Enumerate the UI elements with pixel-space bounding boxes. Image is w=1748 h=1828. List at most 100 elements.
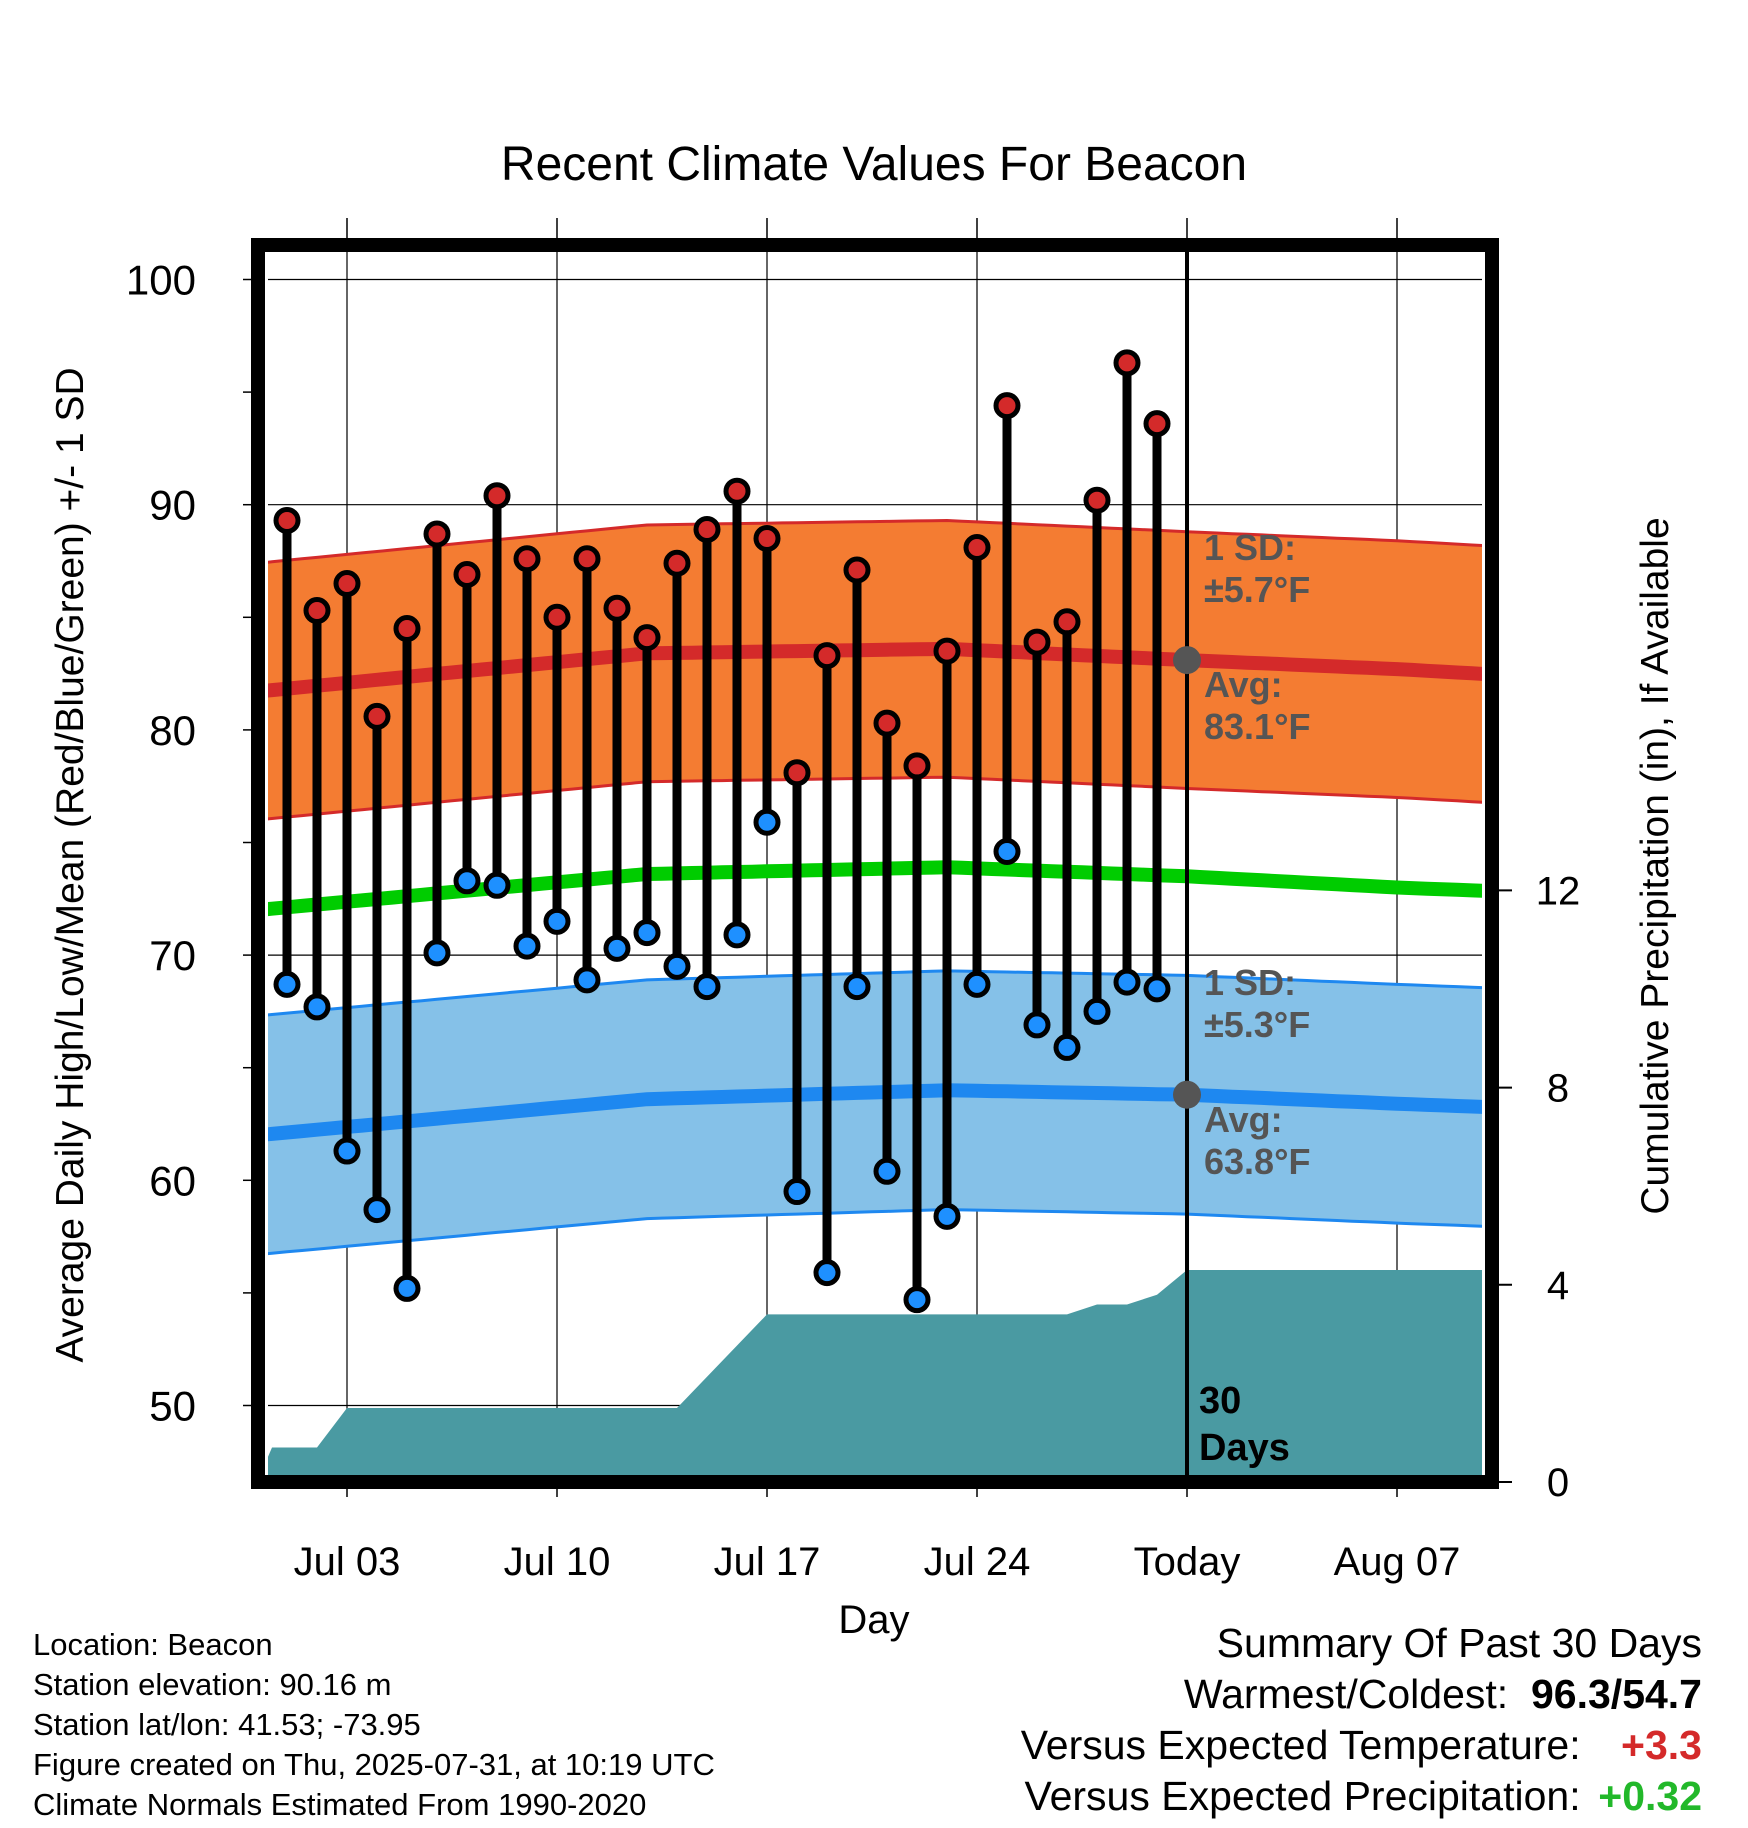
daily-low-point [963,970,991,998]
warm-cold-label: Warmest/Coldest: [1183,1671,1509,1717]
daily-high-point [1053,608,1081,636]
precip-value: +0.32 [1598,1773,1702,1819]
high-sd-value: ±5.7°F [1204,569,1310,610]
summary-panel: Summary Of Past 30 Days Warmest/Coldest:… [1021,1618,1702,1822]
x-tick-label: Jul 03 [294,1540,401,1584]
daily-low-point [693,973,721,1001]
precip-area [268,1270,1482,1482]
location-text: Location: Beacon [33,1627,273,1662]
days-count-label: 30 [1199,1380,1241,1422]
high-sd-upper-edge [268,518,1482,564]
daily-high-point [903,752,931,780]
low-sd-label: 1 SD: [1204,962,1296,1003]
chart-title: Recent Climate Values For Beacon [501,138,1247,191]
daily-high-point [1023,628,1051,656]
daily-low-point [933,1202,961,1230]
plot-area: 50 60 70 80 90 100 0 4 8 12 Jul 03 Jul 10 Jul 17 Jul … [126,218,1580,1584]
temp-value: +3.3 [1621,1722,1702,1768]
high-avg-value: 83.1°F [1204,706,1310,747]
daily-low-point [723,921,751,949]
daily-low-point [1113,968,1141,996]
latlon-text: Station lat/lon: 41.53; -73.95 [33,1707,421,1742]
daily-low-point [573,966,601,994]
x-tick-label: Jul 24 [924,1540,1031,1584]
x-tick-label: Aug 07 [1334,1540,1461,1584]
daily-high-point [513,545,541,573]
daily-low-point [1023,1011,1051,1039]
temp-row: Versus Expected Temperature: +3.3 [1021,1720,1702,1771]
daily-low-point [543,907,571,935]
temp-label: Versus Expected Temperature: [1020,1722,1581,1768]
daily-high-point [783,759,811,787]
daily-low-point [663,952,691,980]
y2-tick-label: 8 [1547,1067,1569,1111]
y-tick-label: 80 [149,707,196,754]
warm-cold-row: Warmest/Coldest: 96.3/54.7 [1021,1669,1702,1720]
low-sd-lower-edge [268,1208,1482,1256]
precip-row: Versus Expected Precipitation: +0.32 [1021,1771,1703,1822]
y-tick-label: 100 [126,257,196,304]
daily-high-point [723,477,751,505]
daily-low-point [633,919,661,947]
daily-high-point [1083,486,1111,514]
summary-title: Summary Of Past 30 Days [1216,1620,1702,1666]
daily-low-point [303,993,331,1021]
x-tick-label: Jul 17 [714,1540,821,1584]
warmest-value: 96.3 [1530,1671,1611,1717]
daily-high-point [633,624,661,652]
daily-high-point [543,603,571,631]
daily-high-point [753,524,781,552]
daily-low-point [603,934,631,962]
daily-low-point [1143,975,1171,1003]
y-tick-label: 90 [149,482,196,529]
today-high-avg-marker [1173,646,1201,675]
daily-high-point [933,637,961,665]
daily-high-point [573,545,601,573]
daily-high-point [333,570,361,598]
daily-high-point [1143,410,1171,438]
low-sd-band [268,970,1482,1254]
daily-high-point [813,642,841,670]
normals-text: Climate Normals Estimated From 1990-2020 [33,1787,647,1822]
y2-axis-label: Cumulative Precipitation (in), If Availa… [1634,517,1677,1214]
low-avg-label: Avg: [1204,1099,1283,1140]
daily-high-point [693,515,721,543]
daily-high-point [393,615,421,643]
daily-low-point [873,1157,901,1185]
high-avg-label: Avg: [1204,664,1283,705]
daily-high-point [963,533,991,561]
y-tick-label: 50 [149,1383,196,1430]
daily-low-point [333,1137,361,1165]
station-info: Location: Beacon Station elevation: 90.1… [33,1625,715,1825]
low-sd-value: ±5.3°F [1204,1004,1310,1045]
daily-low-point [483,871,511,899]
plot-interior [268,245,1482,1482]
daily-low-point [273,970,301,998]
today-low-avg-marker [1173,1080,1201,1109]
days-unit-label: Days [1199,1427,1290,1469]
x-axis-label: Day [838,1598,909,1642]
daily-low-point [843,973,871,1001]
precip-label: Versus Expected Precipitation: [1024,1773,1581,1819]
daily-high-point [273,506,301,534]
daily-high-point [873,709,901,737]
y2-tick-label: 12 [1536,869,1581,913]
daily-low-point [363,1196,391,1224]
y-axis-label: Average Daily High/Low/Mean (Red/Blue/Gr… [49,367,92,1362]
daily-low-point [783,1178,811,1206]
daily-low-point [393,1274,421,1302]
daily-low-point [813,1259,841,1287]
y-tick-label: 70 [149,932,196,979]
daily-high-point [303,597,331,625]
daily-high-point [363,702,391,730]
y-tick-label: 60 [149,1157,196,1204]
coldest-value: 54.7 [1622,1671,1702,1717]
daily-low-point [903,1286,931,1314]
elevation-text: Station elevation: 90.16 m [33,1667,392,1702]
created-text: Figure created on Thu, 2025-07-31, at 10… [33,1747,715,1782]
x-tick-label: Jul 10 [504,1540,611,1584]
high-sd-band [268,520,1482,819]
daily-low-point [423,939,451,967]
daily-low-point [1083,997,1111,1025]
